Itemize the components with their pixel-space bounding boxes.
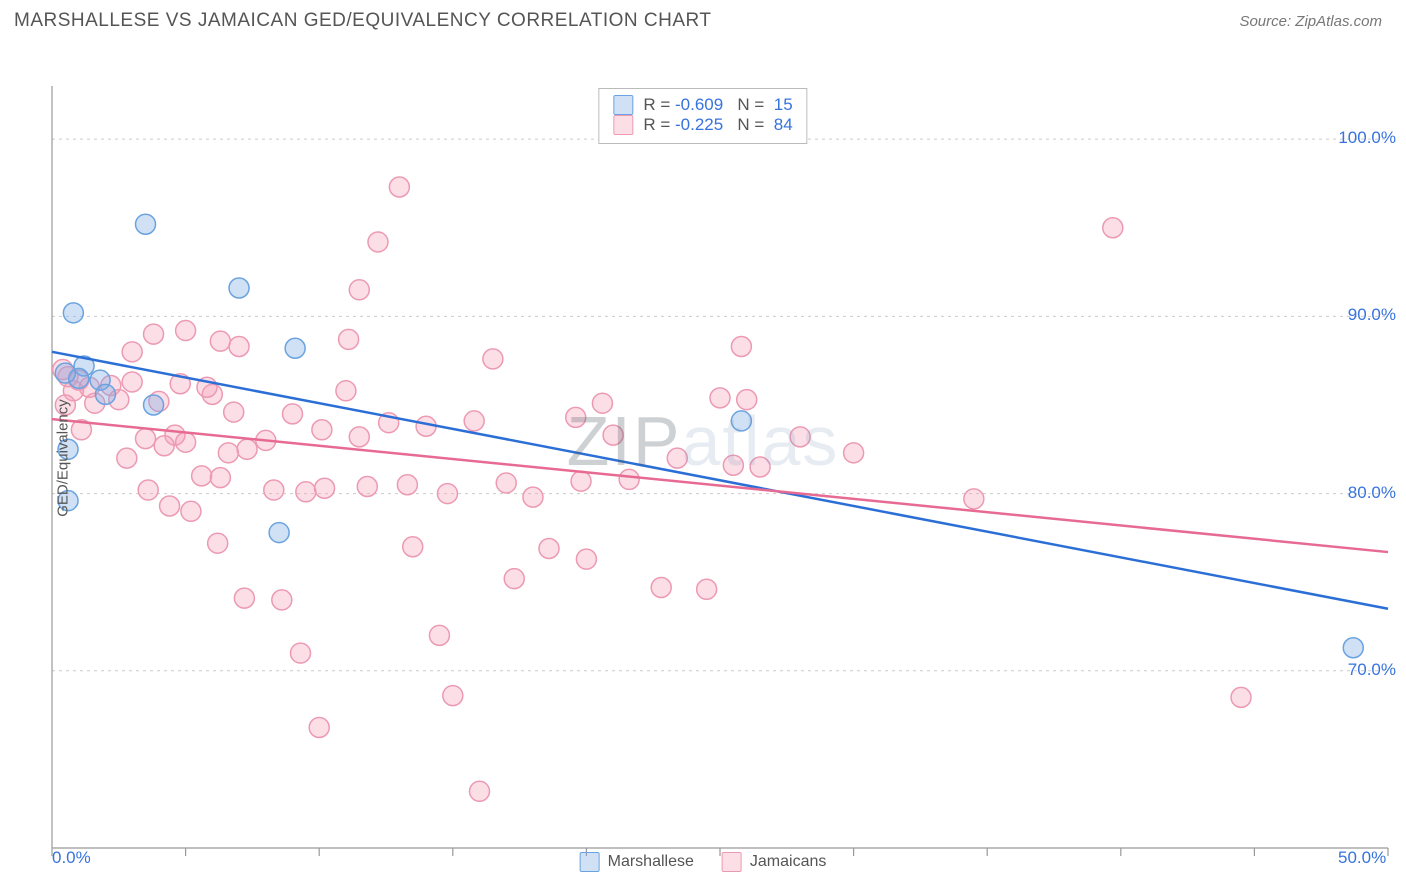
legend-label: Jamaicans [750, 853, 826, 871]
scatter-chart [0, 38, 1406, 878]
y-tick-label: 80.0% [1348, 483, 1396, 503]
y-tick-label: 100.0% [1338, 128, 1396, 148]
stats-row: R = -0.225 N = 84 [613, 115, 792, 135]
y-tick-label: 90.0% [1348, 305, 1396, 325]
source-label: Source: ZipAtlas.com [1239, 13, 1382, 30]
legend-label: Marshallese [608, 853, 694, 871]
legend-item: Marshallese [580, 852, 694, 872]
stats-swatch [613, 115, 633, 135]
chart-area: GED/Equivalency ZIPatlas R = -0.609 N = … [0, 38, 1406, 878]
stats-swatch [613, 95, 633, 115]
chart-header: MARSHALLESE VS JAMAICAN GED/EQUIVALENCY … [0, 0, 1406, 38]
y-axis-label: GED/Equivalency [54, 399, 71, 517]
stats-row: R = -0.609 N = 15 [613, 95, 792, 115]
series-legend: Marshallese Jamaicans [580, 852, 827, 872]
stats-text: R = -0.609 N = 15 [643, 95, 792, 115]
legend-swatch [722, 852, 742, 872]
stats-legend: R = -0.609 N = 15R = -0.225 N = 84 [598, 88, 807, 144]
chart-title: MARSHALLESE VS JAMAICAN GED/EQUIVALENCY … [14, 10, 712, 32]
stats-text: R = -0.225 N = 84 [643, 115, 792, 135]
y-tick-label: 70.0% [1348, 660, 1396, 680]
legend-swatch [580, 852, 600, 872]
legend-item: Jamaicans [722, 852, 826, 872]
x-tick-label: 50.0% [1338, 848, 1386, 868]
x-tick-label: 0.0% [52, 848, 91, 868]
